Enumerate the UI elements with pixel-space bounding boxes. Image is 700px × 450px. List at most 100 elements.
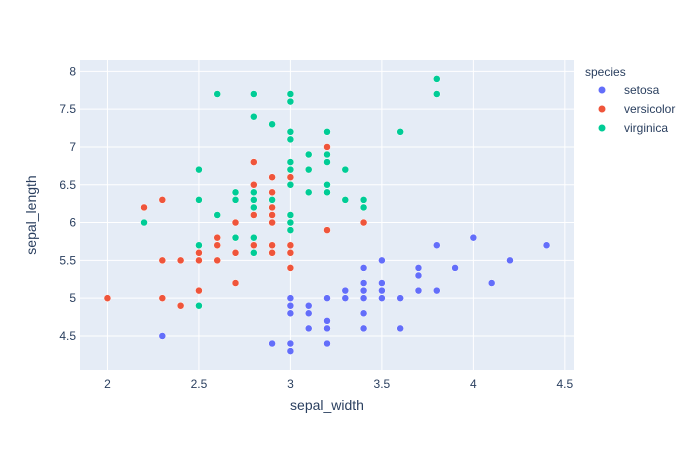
point-versicolor[interactable] [231,279,240,287]
point-setosa[interactable] [506,256,514,265]
point-virginica[interactable] [286,165,295,174]
legend-item-setosa[interactable]: setosa [598,83,660,97]
point-setosa[interactable] [433,241,441,249]
point-setosa[interactable] [341,286,350,295]
point-virginica[interactable] [250,196,258,204]
point-virginica[interactable] [195,165,203,174]
point-virginica[interactable] [231,233,240,242]
point-versicolor[interactable] [158,196,167,204]
point-setosa[interactable] [304,301,313,310]
point-virginica[interactable] [304,188,313,197]
point-virginica[interactable] [359,196,368,204]
point-virginica[interactable] [396,128,404,136]
point-setosa[interactable] [469,233,478,242]
point-versicolor[interactable] [231,218,240,227]
point-virginica[interactable] [231,196,240,204]
point-versicolor[interactable] [213,233,221,242]
point-setosa[interactable] [378,279,386,287]
point-virginica[interactable] [250,188,258,197]
point-setosa[interactable] [286,301,295,310]
point-setosa[interactable] [451,264,459,272]
point-virginica[interactable] [213,90,221,98]
point-versicolor[interactable] [286,264,295,272]
point-setosa[interactable] [323,294,331,302]
point-virginica[interactable] [195,196,203,204]
point-virginica[interactable] [286,211,295,219]
point-setosa[interactable] [359,286,368,295]
point-virginica[interactable] [323,158,331,166]
point-setosa[interactable] [359,309,368,318]
point-versicolor[interactable] [286,241,295,249]
point-versicolor[interactable] [231,249,240,257]
point-virginica[interactable] [323,150,331,159]
point-virginica[interactable] [250,203,258,212]
point-versicolor[interactable] [176,256,185,265]
point-setosa[interactable] [378,256,386,265]
point-setosa[interactable] [378,294,386,302]
point-setosa[interactable] [487,279,496,287]
point-setosa[interactable] [323,317,331,325]
point-versicolor[interactable] [268,173,276,181]
point-virginica[interactable] [433,75,441,83]
point-versicolor[interactable] [359,218,368,227]
point-virginica[interactable] [323,181,331,189]
point-virginica[interactable] [359,203,368,212]
point-virginica[interactable] [250,233,258,242]
point-setosa[interactable] [268,339,276,348]
point-virginica[interactable] [231,188,240,197]
point-virginica[interactable] [286,97,295,106]
point-versicolor[interactable] [268,249,276,257]
point-versicolor[interactable] [250,211,258,219]
point-versicolor[interactable] [268,203,276,212]
point-versicolor[interactable] [250,241,258,249]
point-virginica[interactable] [433,90,441,98]
point-versicolor[interactable] [268,211,276,219]
point-versicolor[interactable] [158,256,167,265]
point-versicolor[interactable] [195,249,203,257]
point-setosa[interactable] [414,264,423,272]
point-virginica[interactable] [286,90,295,98]
point-versicolor[interactable] [250,181,258,189]
point-setosa[interactable] [359,324,368,333]
point-virginica[interactable] [250,90,258,98]
point-versicolor[interactable] [250,158,258,166]
point-setosa[interactable] [158,332,167,340]
point-virginica[interactable] [341,196,350,204]
point-setosa[interactable] [286,309,295,318]
point-versicolor[interactable] [323,226,331,234]
point-virginica[interactable] [341,165,350,174]
point-versicolor[interactable] [158,294,167,302]
point-virginica[interactable] [323,128,331,136]
point-virginica[interactable] [195,301,203,310]
point-versicolor[interactable] [323,143,331,151]
point-setosa[interactable] [323,339,331,348]
point-setosa[interactable] [396,294,404,302]
point-virginica[interactable] [286,158,295,166]
point-versicolor[interactable] [213,241,221,249]
point-virginica[interactable] [286,135,295,144]
point-setosa[interactable] [433,286,441,295]
point-setosa[interactable] [396,324,404,333]
point-virginica[interactable] [268,120,276,129]
point-setosa[interactable] [542,241,551,249]
point-versicolor[interactable] [195,286,203,295]
point-setosa[interactable] [286,347,295,355]
point-setosa[interactable] [359,279,368,287]
point-versicolor[interactable] [286,249,295,257]
point-versicolor[interactable] [140,203,148,212]
point-setosa[interactable] [378,286,386,295]
point-setosa[interactable] [323,324,331,333]
point-versicolor[interactable] [268,218,276,227]
point-setosa[interactable] [286,339,295,348]
point-versicolor[interactable] [195,256,203,265]
point-virginica[interactable] [286,226,295,234]
point-virginica[interactable] [250,249,258,257]
point-virginica[interactable] [304,150,313,159]
point-virginica[interactable] [140,218,148,227]
point-setosa[interactable] [341,294,350,302]
legend-item-virginica[interactable]: virginica [598,121,669,135]
point-virginica[interactable] [268,196,276,204]
legend[interactable]: species setosa versicolor virginica [585,65,675,135]
point-versicolor[interactable] [213,256,221,265]
point-virginica[interactable] [304,165,313,174]
